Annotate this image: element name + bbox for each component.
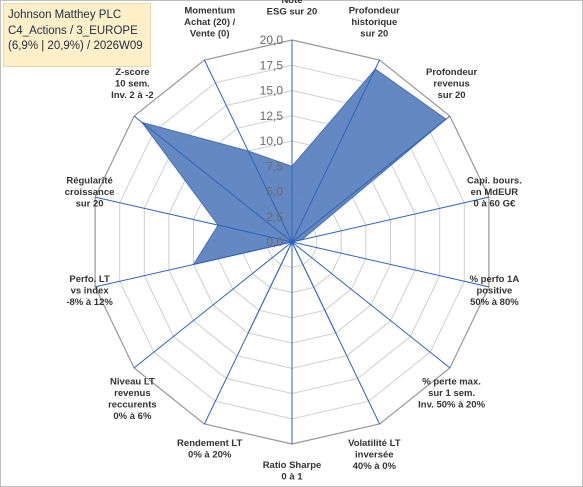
axis-label-line: Profondeur	[426, 67, 477, 78]
axis-spoke	[203, 59, 293, 243]
axis-label-line: vs index	[71, 286, 110, 297]
axis-spoke	[133, 241, 293, 369]
chart-title-box: Johnson Matthey PLC C4_Actions / 3_EUROP…	[3, 3, 151, 67]
tick-label: 10,0	[260, 134, 284, 148]
company-name: Johnson Matthey PLC	[8, 9, 122, 21]
axis-label: % perfo 1A positive 50% à 80%	[470, 274, 520, 308]
axis-label-line: Régularité	[66, 175, 112, 186]
tick-label: 20,0	[260, 33, 284, 47]
axis-label-line: historique	[351, 17, 397, 28]
axis-label-line: revenus	[433, 79, 469, 90]
axis-label-line: revenus	[114, 388, 150, 399]
axis-label: Ratio Sharpe 0 à 1	[263, 460, 322, 483]
axis-spoke	[203, 241, 293, 425]
axis-label: Niveau LT revenus reccurents 0% à 6%	[108, 376, 157, 422]
axis-label-line: en MdEUR	[471, 187, 519, 198]
axis-label-line: Momentum	[184, 6, 235, 17]
axis-label: % perte max. sur 1 sem. Inv. 50% à 20%	[418, 376, 485, 410]
axis-label-line: Vente (0)	[190, 29, 230, 40]
axis-label: Z-score 10 sem. Inv. 2 à -2	[111, 67, 154, 101]
axis-label: Volatilité LT inversée 40% à 0%	[348, 438, 401, 472]
portfolio-category: C4_Actions / 3_EUROPE	[8, 24, 138, 37]
axis-spoke	[133, 115, 293, 243]
axis-label-line: Capi. bours.	[467, 175, 522, 186]
axis-label-line: % perte max.	[422, 376, 481, 387]
axis-label-line: croissance	[65, 187, 115, 198]
axis-label: Régularité croissance sur 20	[65, 175, 115, 209]
axis-label-line: 0 à 1	[281, 472, 303, 483]
axis-label-line: Volatilité LT	[348, 438, 401, 449]
axis-label-line: Z-score	[115, 67, 149, 78]
axis-label-line: Achat (20) /	[184, 17, 236, 28]
axis-label-line: inversée	[355, 450, 394, 461]
axis-label-line: 50% à 80%	[470, 297, 519, 308]
axis-label-line: Rendement LT	[177, 438, 242, 449]
axis-spoke	[291, 241, 451, 369]
axis-label-line: Note	[281, 0, 302, 6]
axis-label: Capi. bours. en MdEUR 0 à 60 G€	[467, 175, 522, 209]
tick-label: 7,5	[266, 159, 283, 173]
axis-label-line: 10 sem.	[115, 79, 150, 90]
axis-label-line: 0 à 60 G€	[474, 198, 516, 209]
axis-label: Momentum Achat (20) / Vente (0)	[184, 6, 236, 40]
series-area	[140, 68, 447, 334]
axis-label-line: sur 1 sem.	[428, 388, 475, 399]
performance-period: (6,9% | 20,9%) / 2026W09	[8, 40, 143, 52]
axis-label-line: % perfo 1A	[470, 274, 520, 285]
axis-label: Note ESG sur 20	[267, 0, 318, 18]
axis-label-line: 40% à 0%	[353, 461, 397, 472]
axis-label-line: ESG sur 20	[267, 7, 318, 18]
axis-label: Profondeur historique sur 20	[349, 6, 400, 40]
axis-spoke	[291, 59, 381, 243]
tick-label: 5,0	[266, 185, 283, 199]
axis-label-line: sur 20	[360, 29, 388, 40]
axis-label-line: Ratio Sharpe	[263, 460, 322, 471]
tick-label: 0,0	[266, 235, 283, 249]
tick-label: 15,0	[260, 84, 284, 98]
axis-spoke	[94, 196, 293, 243]
axis-label-line: Inv. 2 à -2	[111, 90, 154, 101]
axis-label: Profondeur revenus sur 20	[426, 67, 477, 101]
axis-label-line: 0% à 6%	[113, 411, 152, 422]
tick-label: 2,5	[266, 210, 283, 224]
axis-label-line: 0% à 20%	[188, 450, 232, 461]
axis-label-line: reccurents	[108, 399, 157, 410]
axis-label-line: Niveau LT	[110, 376, 155, 387]
axis-spoke	[291, 241, 381, 425]
axis-label: Rendement LT 0% à 20%	[177, 438, 242, 461]
axis-spoke	[94, 241, 293, 288]
tick-label: 12,5	[260, 109, 284, 123]
axis-label-line: -8% à 12%	[66, 297, 113, 308]
axis-spoke	[291, 115, 451, 243]
axis-spoke	[291, 241, 490, 288]
axis-label-line: Profondeur	[349, 6, 400, 17]
axis-label-line: Inv. 50% à 20%	[418, 399, 485, 410]
axis-label: Perfo. LT vs index -8% à 12%	[66, 274, 113, 308]
axis-label-line: positive	[476, 286, 512, 297]
tick-label: 17,5	[260, 58, 284, 72]
axis-label-line: Perfo. LT	[69, 274, 110, 285]
axis-spoke	[291, 196, 490, 243]
axis-label-line: sur 20	[438, 90, 466, 101]
axis-label-line: sur 20	[76, 198, 104, 209]
